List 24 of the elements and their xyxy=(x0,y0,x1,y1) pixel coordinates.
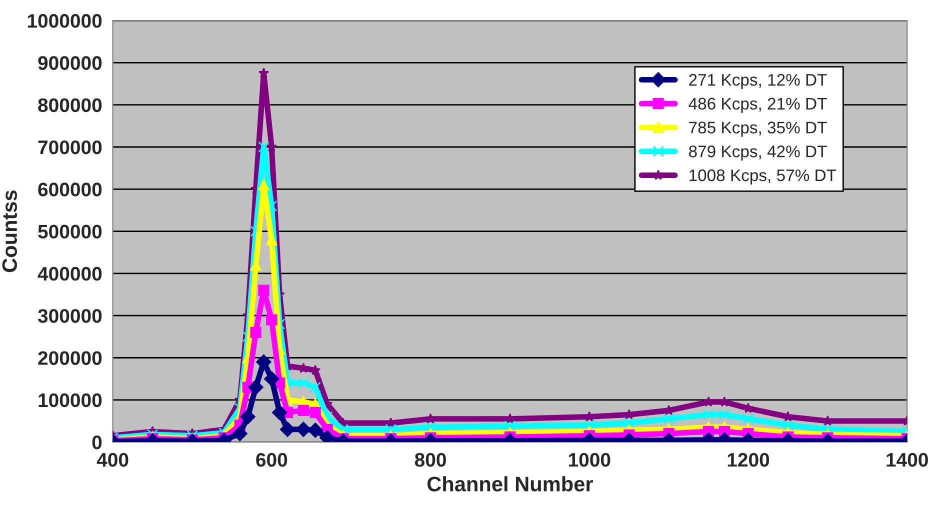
x-axis-title: Channel Number xyxy=(427,476,593,492)
y-tick-label: 400000 xyxy=(38,266,102,281)
legend-label: 785 Kcps, 35% DT xyxy=(689,122,827,137)
y-tick-label: 800000 xyxy=(38,98,102,112)
y-tick-label: 700000 xyxy=(38,140,102,154)
y-tick-label: 500000 xyxy=(38,224,102,239)
y-tick-label: 600000 xyxy=(38,182,102,196)
y-tick-label: 300000 xyxy=(38,309,102,323)
y-tick-label: 1000000 xyxy=(28,14,102,28)
legend-label: 879 Kcps, 42% DT xyxy=(689,146,827,161)
x-tick-label: 1200 xyxy=(728,452,770,467)
x-tick-label: 600 xyxy=(256,452,288,467)
y-tick-label: 100000 xyxy=(38,393,102,408)
y-tick-label: 900000 xyxy=(38,56,102,70)
x-tick-label: 800 xyxy=(414,452,446,467)
y-tick-label: 0 xyxy=(92,436,102,450)
y-tick-label: 200000 xyxy=(38,351,102,365)
x-tick-label: 400 xyxy=(96,452,128,467)
x-tick-label: 1400 xyxy=(886,452,928,467)
legend-label: 486 Kcps, 21% DT xyxy=(688,98,827,113)
x-tick-label: 1000 xyxy=(568,452,610,467)
legend-label: 1008 Kcps, 57% DT xyxy=(690,169,836,185)
legend-label: 271 Kcps, 12% DT xyxy=(689,74,827,90)
y-axis-title: Countss xyxy=(2,190,18,272)
